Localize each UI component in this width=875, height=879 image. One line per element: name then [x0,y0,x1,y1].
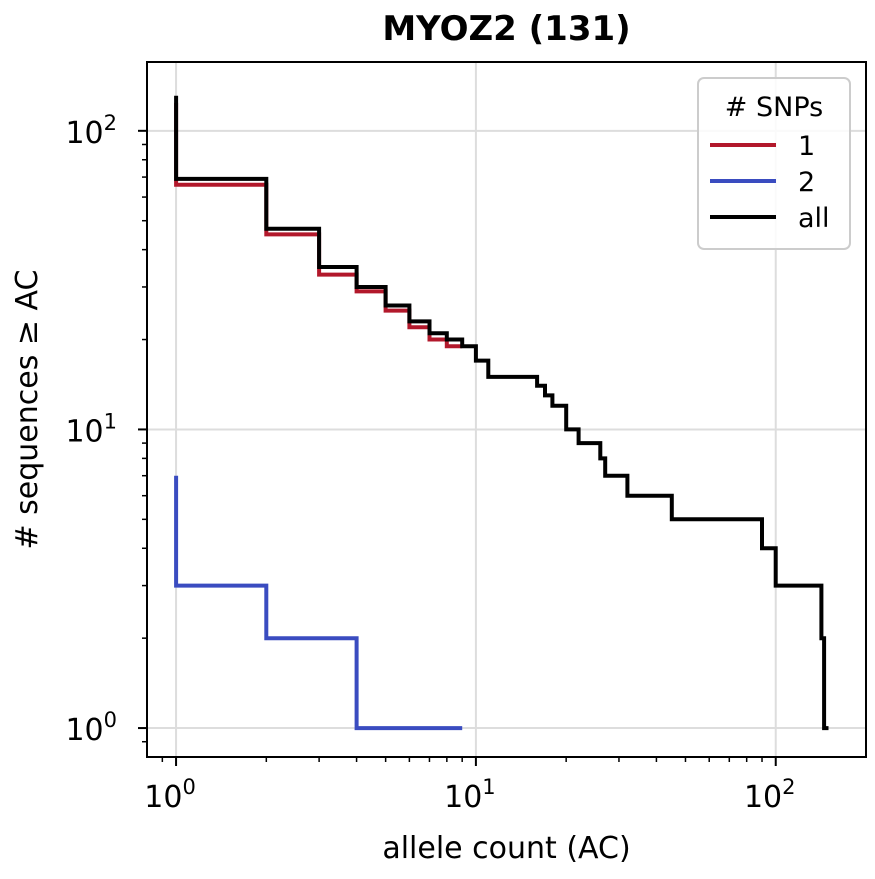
series-line-all [174,95,829,731]
legend: # SNPs 1 2 all [697,77,851,250]
x-tick-base: 10 [444,780,482,815]
x-tick-base: 10 [144,780,182,815]
series-group [174,95,829,731]
legend-label-all: all [798,203,830,234]
legend-label-1: 1 [798,131,815,162]
y-tick-label: 102 [65,111,117,151]
x-tick-exponent: 2 [782,775,795,799]
x-tick-exponent: 0 [182,775,195,799]
y-tick-exponent: 1 [104,409,117,433]
x-tick-label: 102 [744,775,796,815]
x-tick-exponent: 1 [482,775,495,799]
y-tick-exponent: 2 [104,111,117,135]
y-tick-base: 10 [65,414,103,449]
x-tick-label: 100 [144,775,196,815]
x-axis-label: allele count (AC) [382,831,630,866]
x-tick-label: 101 [444,775,496,815]
y-axis-label: # sequences ≥ AC [10,269,45,549]
y-tick-exponent: 0 [104,708,117,732]
y-tick-label: 101 [65,409,117,449]
x-tick-base: 10 [744,780,782,815]
plot-frame [146,61,867,758]
y-tick-base: 10 [65,116,103,151]
series-line-2 [174,475,463,731]
y-tick-base: 10 [65,713,103,748]
legend-title: # SNPs [725,92,823,123]
y-tick-label: 100 [65,708,117,748]
legend-label-2: 2 [798,167,815,198]
legend-box [697,77,851,250]
chart-title: MYOZ2 (131) [382,9,630,49]
